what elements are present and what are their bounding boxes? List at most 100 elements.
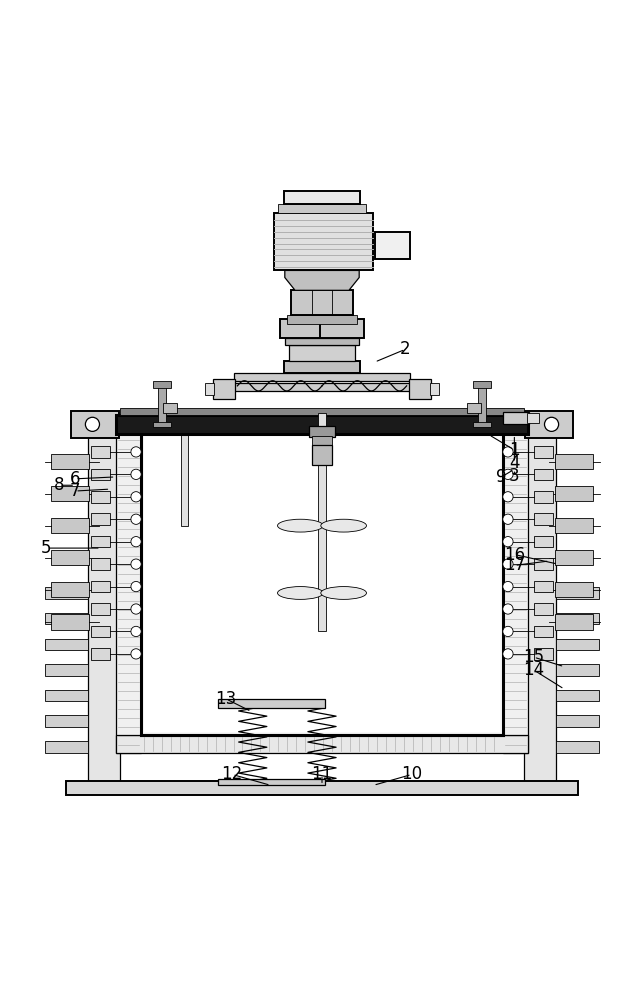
Circle shape: [503, 514, 513, 524]
FancyBboxPatch shape: [45, 741, 88, 753]
Circle shape: [503, 626, 513, 637]
Polygon shape: [285, 270, 359, 290]
FancyBboxPatch shape: [115, 426, 141, 753]
FancyBboxPatch shape: [478, 387, 486, 424]
FancyBboxPatch shape: [153, 422, 171, 427]
FancyBboxPatch shape: [234, 373, 410, 381]
FancyBboxPatch shape: [309, 426, 335, 437]
FancyBboxPatch shape: [289, 345, 355, 361]
Text: 3: 3: [509, 467, 520, 485]
FancyBboxPatch shape: [473, 422, 491, 427]
FancyBboxPatch shape: [120, 408, 524, 415]
FancyBboxPatch shape: [205, 383, 214, 395]
FancyBboxPatch shape: [91, 536, 110, 547]
FancyBboxPatch shape: [534, 491, 553, 503]
FancyBboxPatch shape: [291, 290, 353, 315]
Circle shape: [503, 581, 513, 592]
FancyBboxPatch shape: [45, 639, 88, 650]
Circle shape: [131, 514, 141, 524]
FancyBboxPatch shape: [45, 715, 88, 727]
FancyBboxPatch shape: [285, 338, 359, 345]
FancyBboxPatch shape: [312, 445, 332, 465]
FancyBboxPatch shape: [534, 603, 553, 615]
FancyBboxPatch shape: [153, 381, 171, 388]
Text: 1: 1: [509, 441, 520, 459]
FancyBboxPatch shape: [66, 781, 578, 795]
FancyBboxPatch shape: [555, 454, 592, 469]
Text: 2: 2: [400, 340, 411, 358]
FancyBboxPatch shape: [91, 446, 110, 458]
FancyBboxPatch shape: [45, 664, 88, 676]
Circle shape: [503, 604, 513, 614]
Circle shape: [503, 649, 513, 659]
Circle shape: [131, 447, 141, 457]
FancyBboxPatch shape: [408, 379, 431, 399]
FancyBboxPatch shape: [287, 315, 357, 324]
FancyBboxPatch shape: [534, 558, 553, 570]
FancyBboxPatch shape: [555, 486, 592, 501]
Circle shape: [131, 537, 141, 547]
Text: 6: 6: [70, 470, 80, 488]
Circle shape: [131, 559, 141, 569]
FancyBboxPatch shape: [556, 639, 599, 650]
Ellipse shape: [278, 587, 323, 599]
FancyBboxPatch shape: [52, 518, 89, 533]
FancyBboxPatch shape: [91, 581, 110, 592]
FancyBboxPatch shape: [141, 431, 503, 735]
Ellipse shape: [321, 587, 366, 599]
FancyBboxPatch shape: [556, 587, 599, 599]
Text: 11: 11: [312, 765, 332, 783]
FancyBboxPatch shape: [213, 379, 236, 399]
Circle shape: [86, 417, 99, 431]
FancyBboxPatch shape: [503, 426, 529, 753]
FancyBboxPatch shape: [91, 513, 110, 525]
FancyBboxPatch shape: [504, 412, 529, 424]
Circle shape: [131, 492, 141, 502]
Text: 17: 17: [504, 556, 525, 574]
Circle shape: [503, 469, 513, 479]
Circle shape: [131, 469, 141, 479]
FancyBboxPatch shape: [52, 614, 89, 630]
FancyBboxPatch shape: [467, 403, 481, 413]
FancyBboxPatch shape: [115, 735, 529, 753]
Text: 12: 12: [222, 765, 243, 783]
FancyBboxPatch shape: [534, 626, 553, 637]
FancyBboxPatch shape: [320, 319, 364, 338]
FancyBboxPatch shape: [181, 413, 188, 526]
FancyBboxPatch shape: [283, 191, 361, 204]
FancyBboxPatch shape: [555, 582, 592, 597]
FancyBboxPatch shape: [91, 491, 110, 503]
FancyBboxPatch shape: [91, 558, 110, 570]
Circle shape: [131, 581, 141, 592]
Text: 4: 4: [509, 454, 520, 472]
Text: 7: 7: [70, 482, 80, 500]
FancyBboxPatch shape: [534, 513, 553, 525]
FancyBboxPatch shape: [218, 699, 325, 708]
FancyBboxPatch shape: [534, 536, 553, 547]
FancyBboxPatch shape: [556, 613, 599, 624]
FancyBboxPatch shape: [473, 381, 491, 388]
Text: 5: 5: [41, 539, 52, 557]
FancyBboxPatch shape: [218, 779, 325, 785]
FancyBboxPatch shape: [91, 626, 110, 637]
FancyBboxPatch shape: [283, 361, 361, 373]
Circle shape: [503, 492, 513, 502]
FancyBboxPatch shape: [526, 411, 573, 438]
FancyBboxPatch shape: [555, 614, 592, 630]
FancyBboxPatch shape: [556, 741, 599, 753]
FancyBboxPatch shape: [45, 587, 88, 599]
FancyBboxPatch shape: [375, 232, 410, 259]
Circle shape: [131, 626, 141, 637]
FancyBboxPatch shape: [158, 387, 166, 424]
FancyBboxPatch shape: [555, 518, 592, 533]
Text: 13: 13: [215, 690, 236, 708]
FancyBboxPatch shape: [234, 383, 410, 391]
FancyBboxPatch shape: [534, 581, 553, 592]
Circle shape: [545, 417, 558, 431]
FancyBboxPatch shape: [115, 415, 529, 434]
FancyBboxPatch shape: [52, 486, 89, 501]
FancyBboxPatch shape: [91, 469, 110, 480]
Text: 8: 8: [54, 476, 64, 494]
FancyBboxPatch shape: [534, 446, 553, 458]
FancyBboxPatch shape: [556, 690, 599, 701]
